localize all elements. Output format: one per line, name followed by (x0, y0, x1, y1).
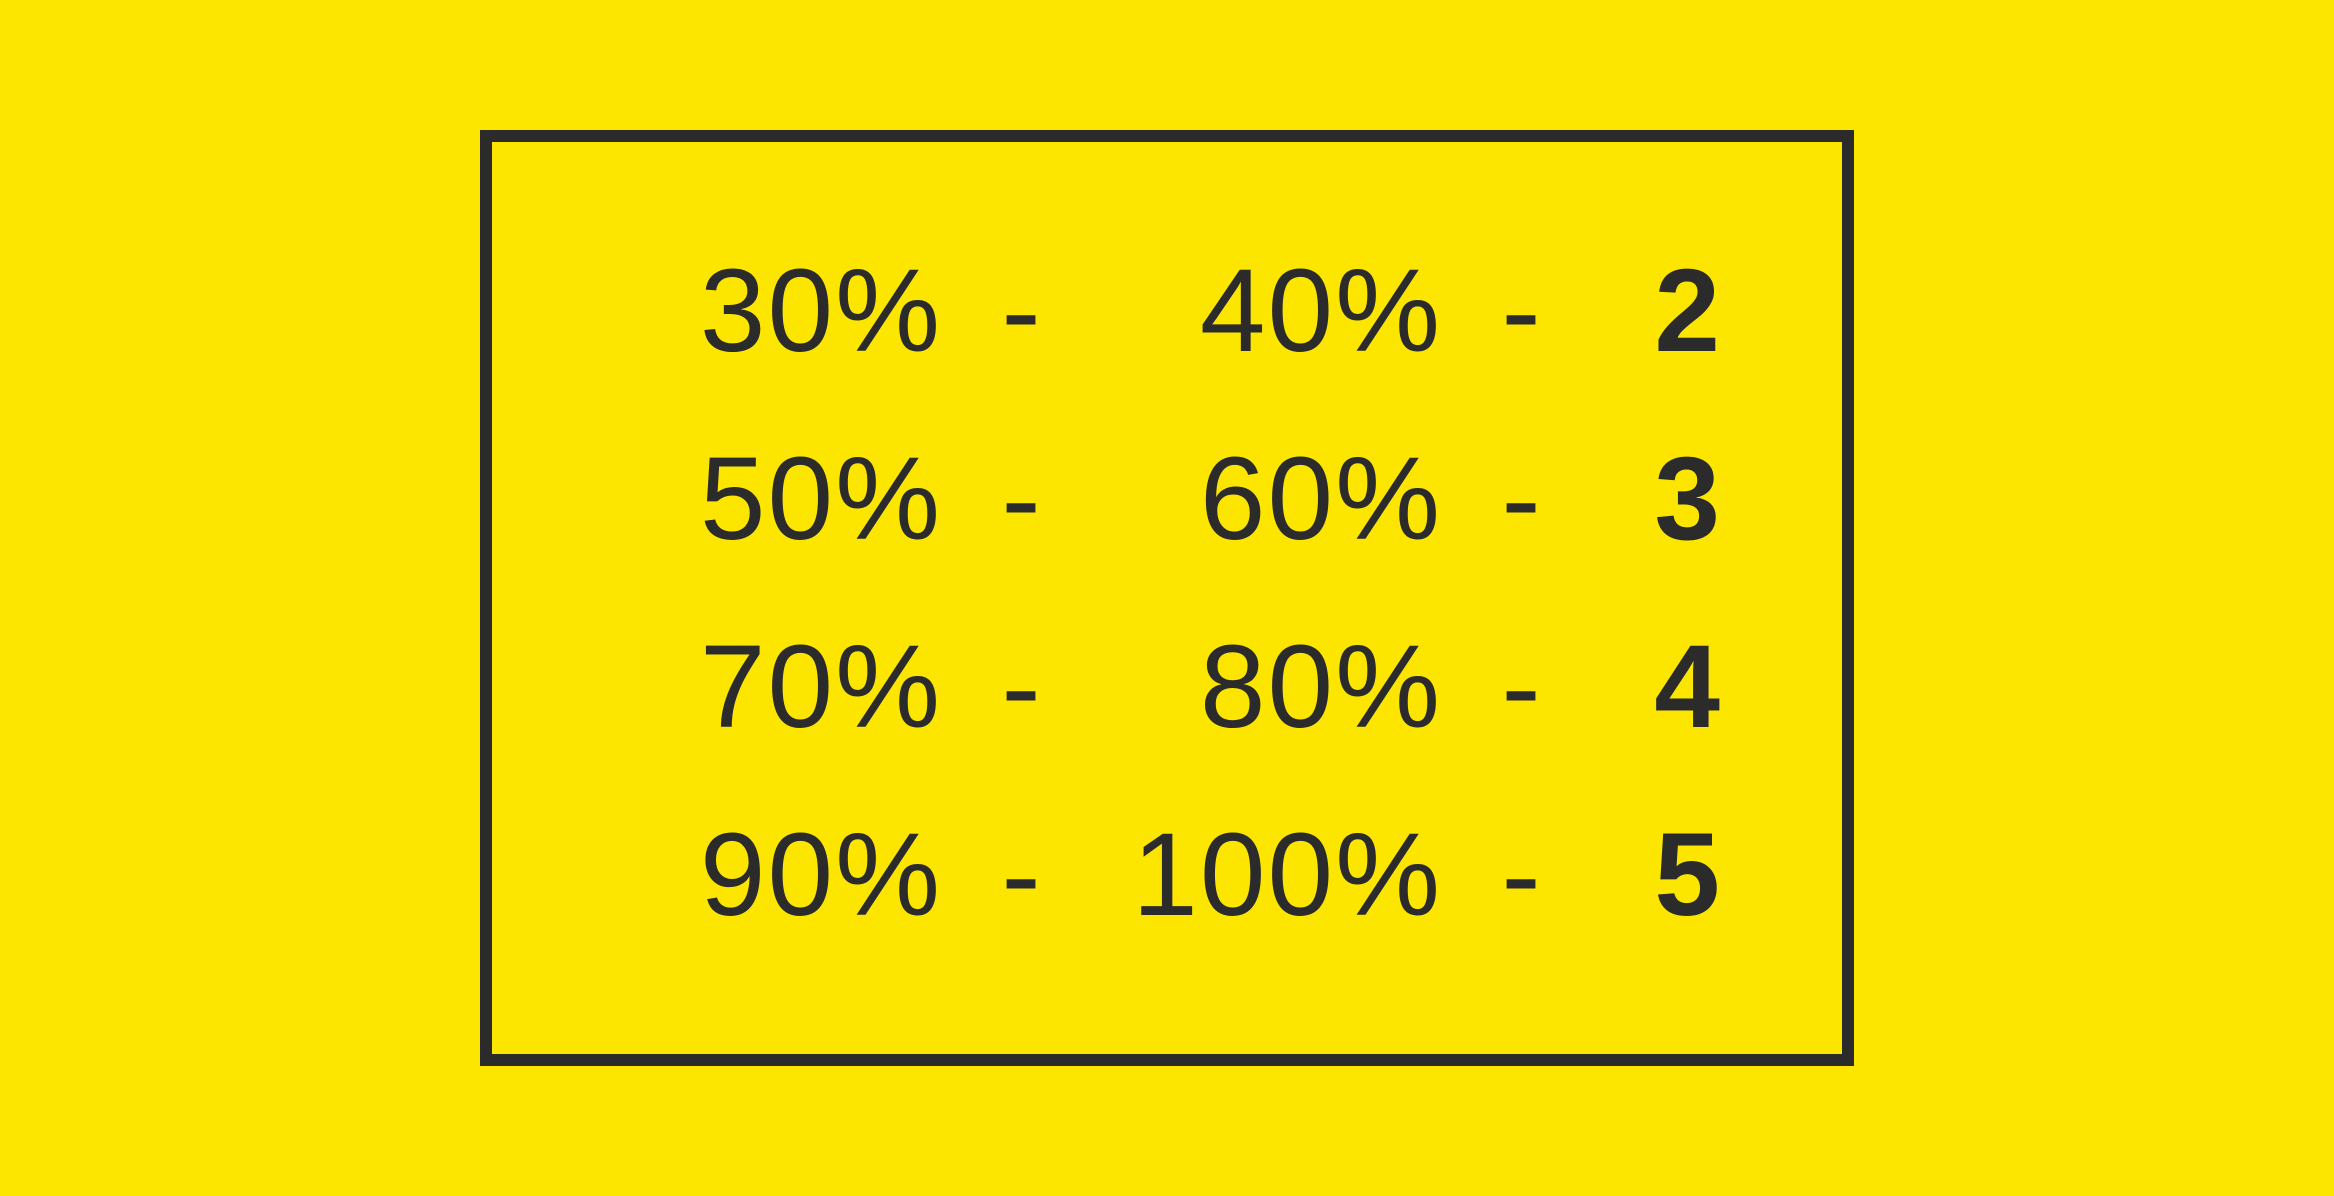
table-row: 30% - 40% - 2 (632, 252, 1722, 370)
range-low: 30% (632, 252, 942, 370)
score-separator: - (1442, 440, 1602, 558)
table-row: 50% - 60% - 3 (632, 440, 1722, 558)
range-high: 100% (1102, 816, 1442, 934)
range-high: 40% (1102, 252, 1442, 370)
range-low: 90% (632, 816, 942, 934)
range-separator: - (942, 816, 1102, 934)
table-row: 90% - 100% - 5 (632, 816, 1722, 934)
range-high: 80% (1102, 628, 1442, 746)
range-low: 70% (632, 628, 942, 746)
score-value: 4 (1602, 628, 1722, 746)
score-separator: - (1442, 816, 1602, 934)
range-separator: - (942, 252, 1102, 370)
table-row: 70% - 80% - 4 (632, 628, 1722, 746)
score-value: 2 (1602, 252, 1722, 370)
range-low: 50% (632, 440, 942, 558)
score-separator: - (1442, 252, 1602, 370)
score-scale-panel: 30% - 40% - 2 50% - 60% - 3 70% - 80% - … (480, 130, 1854, 1066)
score-value: 5 (1602, 816, 1722, 934)
score-separator: - (1442, 628, 1602, 746)
range-high: 60% (1102, 440, 1442, 558)
range-separator: - (942, 440, 1102, 558)
range-separator: - (942, 628, 1102, 746)
score-value: 3 (1602, 440, 1722, 558)
